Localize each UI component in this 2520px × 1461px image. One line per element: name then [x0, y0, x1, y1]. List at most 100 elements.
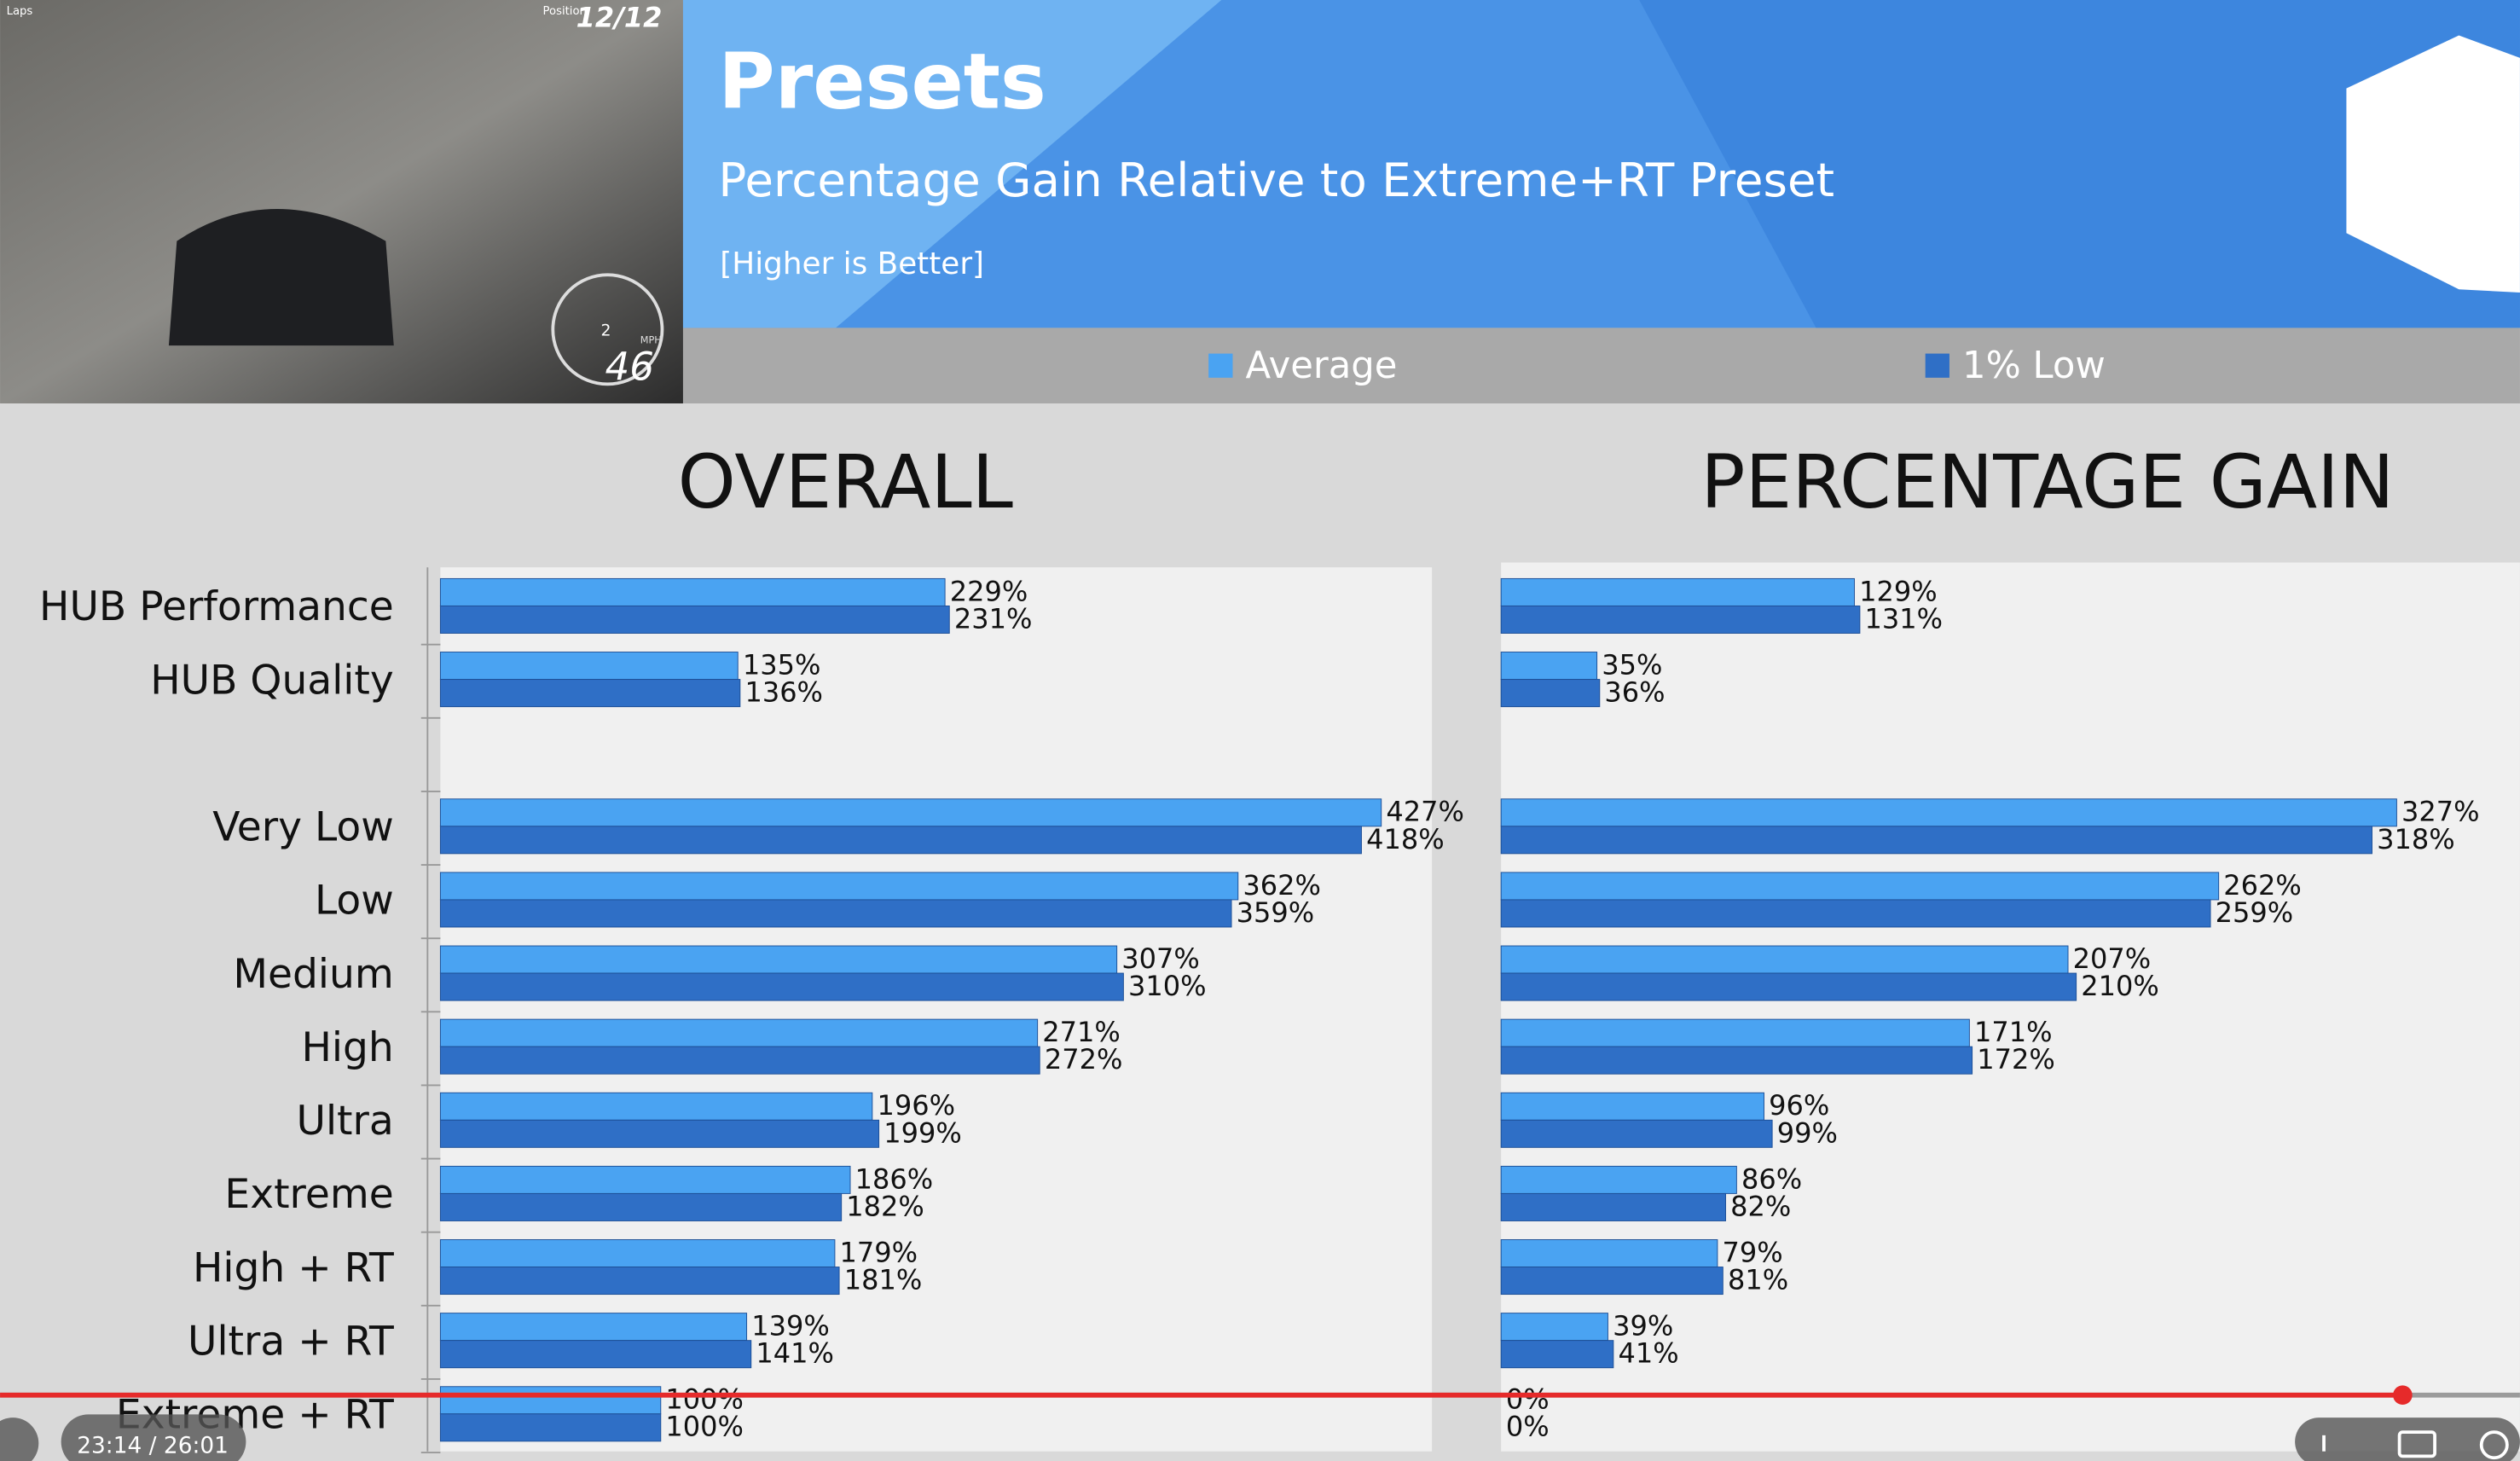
bar — [439, 1267, 840, 1296]
value-label: 136% — [744, 676, 823, 709]
bar — [439, 1092, 873, 1121]
value-label: 100% — [665, 1383, 744, 1416]
value-label: 99% — [1777, 1116, 1838, 1149]
bar — [439, 1413, 662, 1442]
bar — [1500, 1239, 1718, 1268]
bar — [439, 945, 1118, 974]
time-display: 23:14 / 26:01 — [77, 1434, 229, 1459]
value-label: 86% — [1741, 1162, 1802, 1195]
header-decor — [1639, 0, 2520, 328]
bar — [1500, 798, 2397, 827]
controls-pill — [2295, 1418, 2520, 1461]
value-label: 318% — [2377, 823, 2455, 855]
category-label: Low — [315, 878, 394, 925]
value-label: 100% — [665, 1411, 744, 1443]
value-label: 181% — [844, 1264, 923, 1296]
bar — [1500, 679, 1601, 708]
value-label: 359% — [1237, 896, 1315, 929]
value-label: 172% — [1977, 1043, 2055, 1075]
value-label: 259% — [2216, 896, 2294, 929]
value-label: 418% — [1366, 823, 1445, 855]
legend-label: Average — [1246, 345, 1398, 387]
value-label: 271% — [1042, 1016, 1121, 1048]
category-label: Very Low — [212, 804, 394, 851]
legend-swatch — [1925, 353, 1949, 378]
value-label: 196% — [877, 1089, 955, 1122]
cube-icon — [2346, 35, 2520, 293]
bar — [1500, 1313, 1608, 1342]
bar — [1500, 945, 2069, 974]
value-label: 0% — [1506, 1383, 1550, 1416]
value-label: 182% — [846, 1190, 924, 1222]
bar — [1500, 1192, 1727, 1221]
legend-bar — [682, 328, 2520, 404]
value-label: 96% — [1769, 1089, 1829, 1122]
pause-button[interactable] — [2322, 1435, 2326, 1452]
bar — [439, 1386, 662, 1415]
hud-place: 12/12 — [576, 2, 663, 34]
bar — [1500, 972, 2077, 1001]
bar — [1500, 605, 1861, 634]
header-note: [Higher is Better] — [720, 246, 984, 281]
settings-button[interactable] — [2479, 1430, 2509, 1460]
bar — [439, 1018, 1039, 1047]
bar — [1500, 872, 2220, 901]
hud-position: Position — [543, 5, 587, 18]
value-label: 362% — [1243, 869, 1321, 902]
bar — [439, 1313, 748, 1342]
bar — [439, 652, 739, 681]
plot-area — [440, 567, 1433, 1452]
hud-laps: Laps — [7, 5, 33, 18]
value-label: 36% — [1604, 676, 1665, 709]
value-label: 82% — [1730, 1190, 1791, 1222]
value-label: 310% — [1128, 970, 1207, 1002]
category-label: HUB Performance — [39, 583, 394, 630]
value-label: 186% — [855, 1162, 934, 1195]
category-label: Medium — [233, 951, 393, 998]
value-label: 39% — [1613, 1310, 1673, 1342]
legend-label: 1% Low — [1962, 345, 2106, 387]
category-label: Ultra + RT — [188, 1318, 394, 1365]
time-pill — [61, 1414, 246, 1461]
value-label: 262% — [2223, 869, 2302, 902]
value-label: 171% — [1974, 1016, 2053, 1048]
bar — [1500, 1340, 1614, 1369]
plot-area — [1501, 562, 2520, 1452]
bar — [1500, 1267, 1723, 1296]
bar — [439, 1119, 880, 1148]
volume-button[interactable] — [0, 1418, 39, 1461]
header-subtitle: Percentage Gain Relative to Extreme+RT P… — [718, 153, 1834, 207]
car-shape — [168, 208, 394, 346]
value-label: 141% — [756, 1337, 834, 1370]
bar — [1500, 652, 1598, 681]
progress-handle[interactable] — [2393, 1385, 2413, 1406]
hud-unit: MPH — [640, 335, 662, 346]
bar — [1500, 1165, 1737, 1194]
value-label: 207% — [2073, 942, 2152, 975]
value-label: 79% — [1723, 1236, 1783, 1268]
category-label: Extreme — [224, 1171, 393, 1218]
value-label: 231% — [954, 602, 1033, 635]
value-label: 272% — [1045, 1043, 1123, 1075]
bar — [439, 577, 946, 606]
chart-title: OVERALL — [678, 440, 1013, 525]
value-label: 179% — [840, 1236, 918, 1268]
value-label: 199% — [883, 1116, 962, 1149]
bar — [1500, 899, 2211, 928]
value-label: 229% — [950, 575, 1028, 607]
bar — [1500, 1046, 1973, 1075]
bar — [439, 972, 1124, 1001]
hud-speed: 46 — [605, 344, 655, 389]
captions-button[interactable] — [2397, 1430, 2436, 1458]
category-label: High — [301, 1024, 393, 1071]
bar — [439, 605, 950, 634]
bar — [439, 872, 1239, 901]
category-label: High + RT — [193, 1244, 394, 1291]
value-label: 131% — [1865, 602, 1944, 635]
bar — [439, 798, 1382, 827]
value-label: 139% — [751, 1310, 830, 1342]
value-label: 210% — [2081, 970, 2159, 1002]
bar — [439, 1340, 752, 1369]
